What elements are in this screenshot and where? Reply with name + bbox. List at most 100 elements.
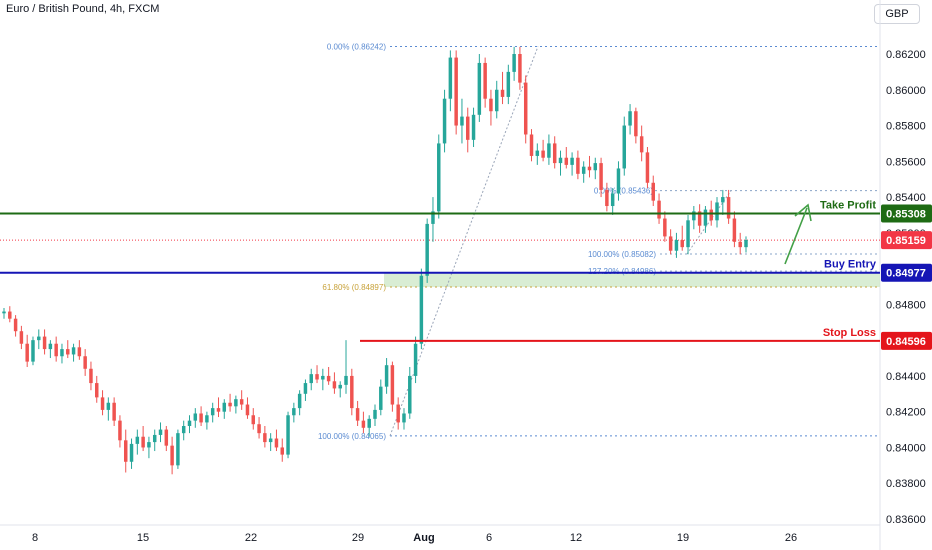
candle-body [95,383,99,398]
level-label: Stop Loss [823,327,876,339]
symbol-title: Euro / British Pound, 4h, FXCM [6,3,160,15]
candle-body [460,116,464,126]
candle-body [251,415,256,425]
candle-body [19,331,24,344]
y-tick-label: 0.85600 [886,156,926,168]
candle-body [651,182,655,201]
candle-body [483,62,487,99]
candle-body [634,111,638,137]
x-tick-label: Aug [413,532,434,544]
x-tick-label: 26 [785,532,797,544]
candle-body [628,111,632,126]
candle-body [576,157,580,174]
candle-body [535,150,540,156]
candle-body [645,152,650,183]
candle-body [164,429,169,446]
candle-body [518,54,522,83]
candle-body [60,349,64,357]
candle-body [158,429,163,435]
candle-body [419,275,424,344]
candle-body [732,218,737,242]
fib-label: 127.20% (0.84986) [588,267,656,276]
x-tick-label: 15 [137,532,149,544]
candle-body [309,374,313,384]
level-label: Buy Entry [824,259,877,271]
y-tick-label: 0.85400 [886,192,926,204]
candle-body [263,433,267,443]
candle-body [210,408,215,416]
candle-body [83,356,87,369]
candle-body [686,220,690,248]
x-tick-label: 22 [245,532,257,544]
candle-body [668,236,673,251]
candle-body [593,163,598,171]
candle-body [326,375,331,382]
candle-body [663,218,667,237]
x-tick-label: 12 [570,532,582,544]
candle-body [657,200,661,219]
candle-body [152,434,157,443]
candle-body [529,134,534,156]
fib-label: 0.00% (0.86242) [327,42,386,51]
candle-body [141,436,145,448]
candle-body [570,157,574,165]
candle-body [112,402,116,421]
candle-body [2,311,6,314]
entry-zone [384,272,880,288]
candle-body [709,209,713,221]
price-tag-text: 0.84977 [886,268,926,280]
candle-body [674,240,679,251]
y-tick-label: 0.86200 [886,49,926,61]
projection-arrow [784,207,808,265]
current-price-tag-text: 0.85159 [886,235,926,247]
candle-body [402,413,406,423]
candle-body [170,445,174,466]
candle-body [437,143,441,212]
candle-body [500,89,505,97]
candle-body [123,440,128,462]
candle-body [703,209,708,226]
candle-body [605,189,609,207]
candle-body [715,202,719,221]
candle-body [680,240,684,248]
x-tick-label: 6 [486,532,492,544]
candle-body [610,193,615,207]
candle-body [413,343,418,376]
y-tick-label: 0.84000 [886,442,926,454]
candle-body [541,150,545,158]
candle-body [77,347,82,357]
candle-body [639,136,644,153]
candle-body [523,82,528,135]
candle-body [274,438,279,448]
candle-body [494,89,499,112]
fib-label: 0.00% (0.85436) [594,187,653,196]
candle-body [355,408,360,421]
candle-body [512,54,516,72]
candle-body [431,211,435,224]
candle-body [54,343,58,357]
candle-body [692,211,696,221]
candle-body [216,408,221,412]
price-tag [881,204,932,223]
y-tick-label: 0.84400 [886,371,926,383]
candle-body [738,241,742,248]
level-label: Take Profit [820,200,876,212]
candle-body [744,240,748,248]
currency-button[interactable]: GBP [874,4,920,24]
candle-body [25,343,29,362]
y-tick-label: 0.85800 [886,121,926,133]
candle-body [384,365,389,387]
candle-body [66,349,70,355]
candle-body [8,311,12,319]
y-tick-label: 0.84800 [886,299,926,311]
candle-body [292,408,296,416]
candle-body [442,98,447,144]
y-tick-label: 0.83800 [886,478,926,490]
candle-body [181,426,186,434]
candle-body [344,375,348,385]
candle-body [245,404,250,416]
y-tick-label: 0.84200 [886,407,926,419]
candle-body [286,415,290,455]
